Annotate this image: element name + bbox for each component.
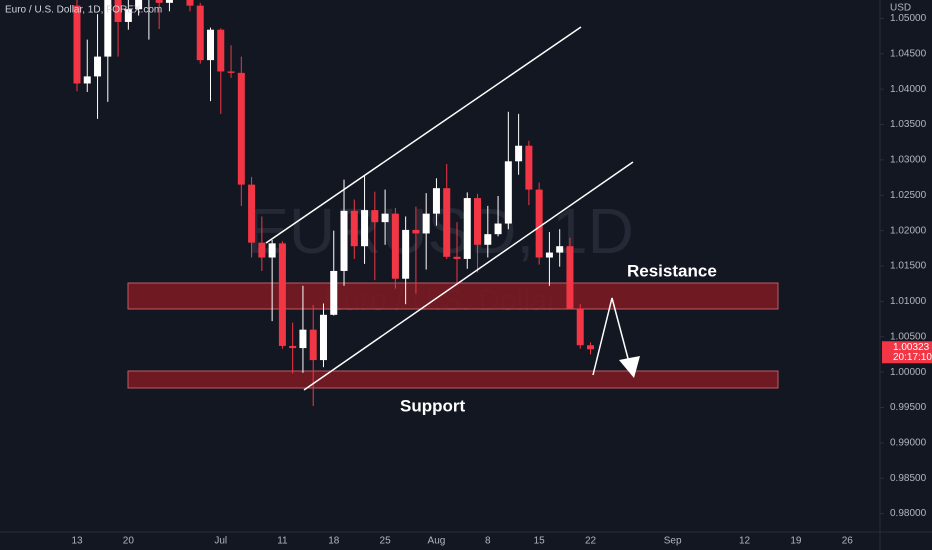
y-tick-label: 1.05000 <box>890 13 927 24</box>
last-price-label: 1.00323 <box>893 342 930 353</box>
channel-line <box>265 26 582 244</box>
channel-line <box>303 161 634 391</box>
candle-body <box>330 270 338 315</box>
candle-body <box>504 161 512 224</box>
candle-body <box>587 345 594 350</box>
x-tick-label: 12 <box>739 536 751 547</box>
candle-body <box>453 256 461 259</box>
candle-body <box>402 229 410 279</box>
candle-body <box>83 76 91 84</box>
watermark: EURUSD, 1D <box>246 195 634 267</box>
candle-body <box>165 0 173 3</box>
y-tick-label: 1.04000 <box>890 84 927 95</box>
y-tick-label: 1.01500 <box>890 261 927 272</box>
x-tick-label: 20 <box>123 536 135 547</box>
candle-body <box>104 0 112 57</box>
candle-body <box>391 213 399 279</box>
candle-body <box>432 188 440 214</box>
candle-body <box>207 29 215 61</box>
candle-body <box>278 243 286 346</box>
y-tick-label: 1.02500 <box>890 190 927 201</box>
candle-body <box>248 184 256 243</box>
x-tick-label: 26 <box>842 536 854 547</box>
y-tick-label: 1.03500 <box>890 119 927 130</box>
candle-body <box>340 210 348 271</box>
arrow-head <box>619 356 640 378</box>
candle-body <box>309 329 317 361</box>
resistance-label: Resistance <box>627 261 717 280</box>
candle-body <box>114 0 122 22</box>
x-tick-label: 25 <box>380 536 392 547</box>
candle-body <box>494 223 502 235</box>
x-tick-label: 22 <box>585 536 597 547</box>
candle-body <box>422 213 430 234</box>
candle-body <box>258 242 266 258</box>
y-tick-label: 1.02000 <box>890 225 927 236</box>
x-tick-label: Jul <box>214 536 227 547</box>
candle-body <box>463 198 471 259</box>
candle-body <box>566 246 574 309</box>
candle-body <box>515 145 523 162</box>
x-tick-label: 11 <box>277 536 288 547</box>
y-tick-label: 0.99500 <box>890 402 927 413</box>
chart-title: Euro / U.S. Dollar, 1D, FOREX.com <box>5 5 162 16</box>
candle-body <box>94 56 102 77</box>
candle-body <box>135 0 143 10</box>
y-tick-label: 1.01000 <box>890 296 927 307</box>
candle-body <box>545 252 553 258</box>
candle-body <box>155 0 163 3</box>
candle-body <box>474 198 482 245</box>
candle-body <box>73 5 81 84</box>
support-zone <box>127 370 779 389</box>
x-tick-label: 13 <box>71 536 83 547</box>
x-tick-label: Sep <box>664 536 682 547</box>
y-tick-label: 0.98500 <box>890 473 927 484</box>
candle-body <box>217 29 225 72</box>
y-tick-label: 1.04500 <box>890 48 927 59</box>
candle-body <box>237 72 245 185</box>
support-label: Support <box>400 396 465 415</box>
candle-body <box>576 308 584 346</box>
y-tick-label: 1.03000 <box>890 155 927 166</box>
y-tick-label: 1.00500 <box>890 331 927 342</box>
last-price-box <box>882 341 932 364</box>
candle-body <box>319 314 327 361</box>
candle-body <box>361 210 369 247</box>
candle-body <box>196 5 204 61</box>
projection-arrow <box>592 297 631 376</box>
candle-body <box>186 0 194 6</box>
candle-body <box>525 145 533 190</box>
candle-body <box>381 213 389 223</box>
y-axis-unit: USD <box>890 3 911 14</box>
candle-body <box>124 9 132 22</box>
y-tick-label: 0.99000 <box>890 438 927 449</box>
candle-body <box>268 243 276 258</box>
y-tick-label: 1.00000 <box>890 367 927 378</box>
x-tick-label: 19 <box>790 536 802 547</box>
candle-body <box>556 246 564 253</box>
y-tick-label: 0.98000 <box>890 508 927 519</box>
x-tick-label: 15 <box>534 536 546 547</box>
x-tick-label: 18 <box>328 536 340 547</box>
candle-body <box>535 189 543 258</box>
candle-body <box>443 188 451 257</box>
candle-body <box>412 229 420 234</box>
candle-body <box>350 210 358 247</box>
candle-body <box>371 210 379 223</box>
candle-body <box>299 329 307 349</box>
x-tick-label: Aug <box>428 536 446 547</box>
candle-body <box>289 345 297 349</box>
candle-body <box>484 234 492 245</box>
candle-body <box>227 71 235 73</box>
countdown-label: 20:17:10 <box>893 352 932 363</box>
x-tick-label: 8 <box>485 536 491 547</box>
